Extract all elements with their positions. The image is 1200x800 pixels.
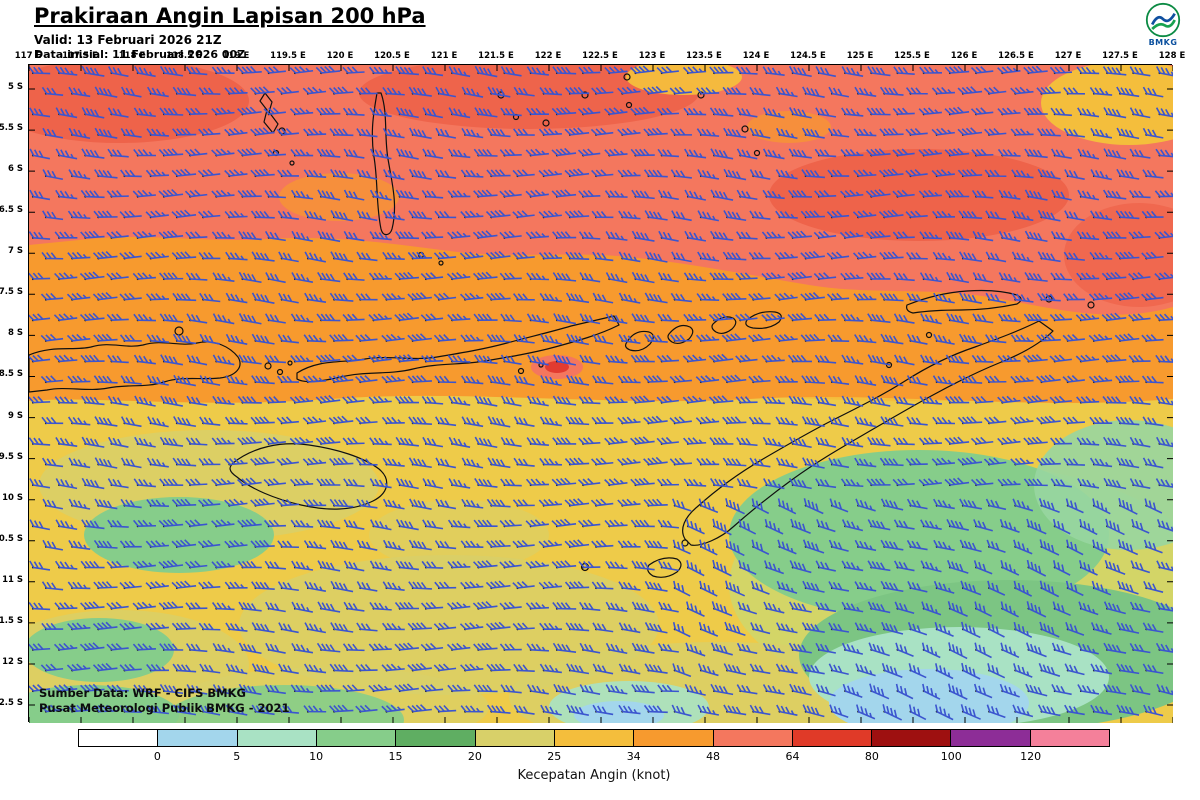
legend-color-segment	[475, 730, 555, 746]
lat-tick-label: 7 S	[8, 246, 23, 257]
page-title: Prakiraan Angin Lapisan 200 hPa	[34, 4, 426, 28]
lat-tick-label: 8 S	[8, 328, 23, 339]
lon-tick-label: 127.5 E	[1102, 51, 1138, 61]
lon-tick-label: 126 E	[950, 51, 978, 61]
legend-color-segment	[79, 730, 159, 746]
latitude-axis: 5 S 5.5 S 6 S 6.5 S 7 S 7.5 S 8 S 8.5 S 9 S 9.5 S…	[0, 64, 26, 722]
legend-color-segment	[951, 730, 1031, 746]
source-line-2: Pusat Meteorologi Publik BMKG - 2021	[39, 701, 290, 716]
valid-time: Valid: 13 Februari 2026 21Z	[34, 33, 222, 47]
lon-tick-label: 126.5 E	[998, 51, 1034, 61]
lat-tick-label: 6 S	[8, 164, 23, 175]
lon-tick-label: 121 E	[430, 51, 458, 61]
longitude-axis: 117 E 117.5 E 118 E 118.5 E 119 E 119.5 E 120 …	[15, 51, 1186, 63]
lon-tick-label: 120 E	[326, 51, 354, 61]
lon-tick-label: 119.5 E	[270, 51, 306, 61]
lon-tick-label: 124 E	[742, 51, 770, 61]
source-line-1: Sumber Data: WRF - CIFS BMKG	[39, 685, 246, 700]
lat-tick-label: 9 S	[8, 410, 23, 421]
legend-tick-label: 48	[706, 750, 721, 763]
lon-tick-label: 117.5 E	[62, 51, 98, 61]
lon-tick-label: 121.5 E	[478, 51, 514, 61]
lon-tick-label: 120.5 E	[374, 51, 410, 61]
lat-tick-label: 12.5 S	[0, 698, 23, 709]
legend-tick-label: 64	[785, 750, 800, 763]
legend-tick-label: 34	[626, 750, 641, 763]
wind-speed-fill-layer	[29, 65, 1173, 723]
lat-tick-label: 9.5 S	[0, 451, 23, 462]
legend-tick-label: 15	[388, 750, 403, 763]
lon-tick-label: 119 E	[222, 51, 250, 61]
wind-map-svg	[29, 65, 1173, 723]
legend: 0 5 10 15 20 25 34 48 64 80 100 120 Kecepatan Angin…	[78, 729, 1110, 783]
lat-tick-label: 8.5 S	[0, 369, 23, 380]
wind-map: Sumber Data: WRF - CIFS BMKG Pusat Meteo…	[28, 64, 1173, 723]
legend-color-segment	[237, 730, 317, 746]
legend-tick-labels: 0 5 10 15 20 25 34 48 64 80 100 120	[78, 750, 1110, 765]
lon-tick-label: 122.5 E	[582, 51, 618, 61]
lat-tick-label: 6.5 S	[0, 205, 23, 216]
legend-title: Kecepatan Angin (knot)	[517, 768, 671, 783]
lat-tick-label: 5 S	[8, 82, 23, 92]
lat-tick-label: 5.5 S	[0, 123, 23, 134]
legend-tick-label: 10	[309, 750, 324, 763]
legend-tick-label: 0	[153, 750, 161, 763]
bmkg-logo-icon	[1145, 2, 1181, 38]
legend-tick-label: 20	[467, 750, 482, 763]
legend-colorbar	[78, 729, 1110, 747]
legend-color-segment	[634, 730, 714, 746]
bmkg-logo-label: BMKG	[1148, 38, 1178, 47]
legend-color-segment	[316, 730, 397, 746]
lon-tick-label: 125.5 E	[894, 51, 930, 61]
lat-tick-label: 12 S	[2, 656, 23, 667]
lat-tick-label: 7.5 S	[0, 287, 23, 298]
legend-color-segment	[1030, 730, 1110, 746]
lon-tick-label: 123.5 E	[686, 51, 722, 61]
lat-tick-label: 11 S	[2, 574, 23, 585]
lat-tick-label: 11.5 S	[0, 615, 23, 626]
lon-tick-label: 118.5 E	[166, 51, 202, 61]
legend-color-segment	[872, 730, 952, 746]
legend-color-segment	[158, 730, 238, 746]
lat-tick-label: 10.5 S	[0, 533, 23, 544]
lon-tick-label: 125 E	[846, 51, 874, 61]
legend-color-segment	[792, 730, 873, 746]
lon-tick-label: 118 E	[118, 51, 146, 61]
legend-tick-label: 100	[940, 750, 962, 763]
axis-tick-marks	[29, 65, 1173, 723]
lon-tick-label: 122 E	[534, 51, 562, 61]
legend-color-segment	[554, 730, 635, 746]
legend-tick-label: 25	[547, 750, 562, 763]
lon-tick-label: 123 E	[638, 51, 666, 61]
legend-tick-label: 80	[864, 750, 879, 763]
bmkg-logo: BMKG	[1140, 2, 1186, 47]
init-time: Data inisial: 11 Februari 2026 00Z	[34, 48, 246, 61]
legend-tick-label: 120	[1020, 750, 1042, 763]
data-source-note: Sumber Data: WRF - CIFS BMKG Pusat Meteo…	[39, 686, 289, 717]
lon-tick-label: 128 E	[1158, 51, 1186, 61]
lon-tick-label: 127 E	[1054, 51, 1082, 61]
lat-tick-label: 10 S	[2, 492, 23, 503]
lon-tick-label: 124.5 E	[790, 51, 826, 61]
legend-color-segment	[396, 730, 476, 746]
lon-tick-label: 117 E	[14, 51, 42, 61]
legend-color-segment	[713, 730, 793, 746]
legend-tick-label: 5	[233, 750, 241, 763]
